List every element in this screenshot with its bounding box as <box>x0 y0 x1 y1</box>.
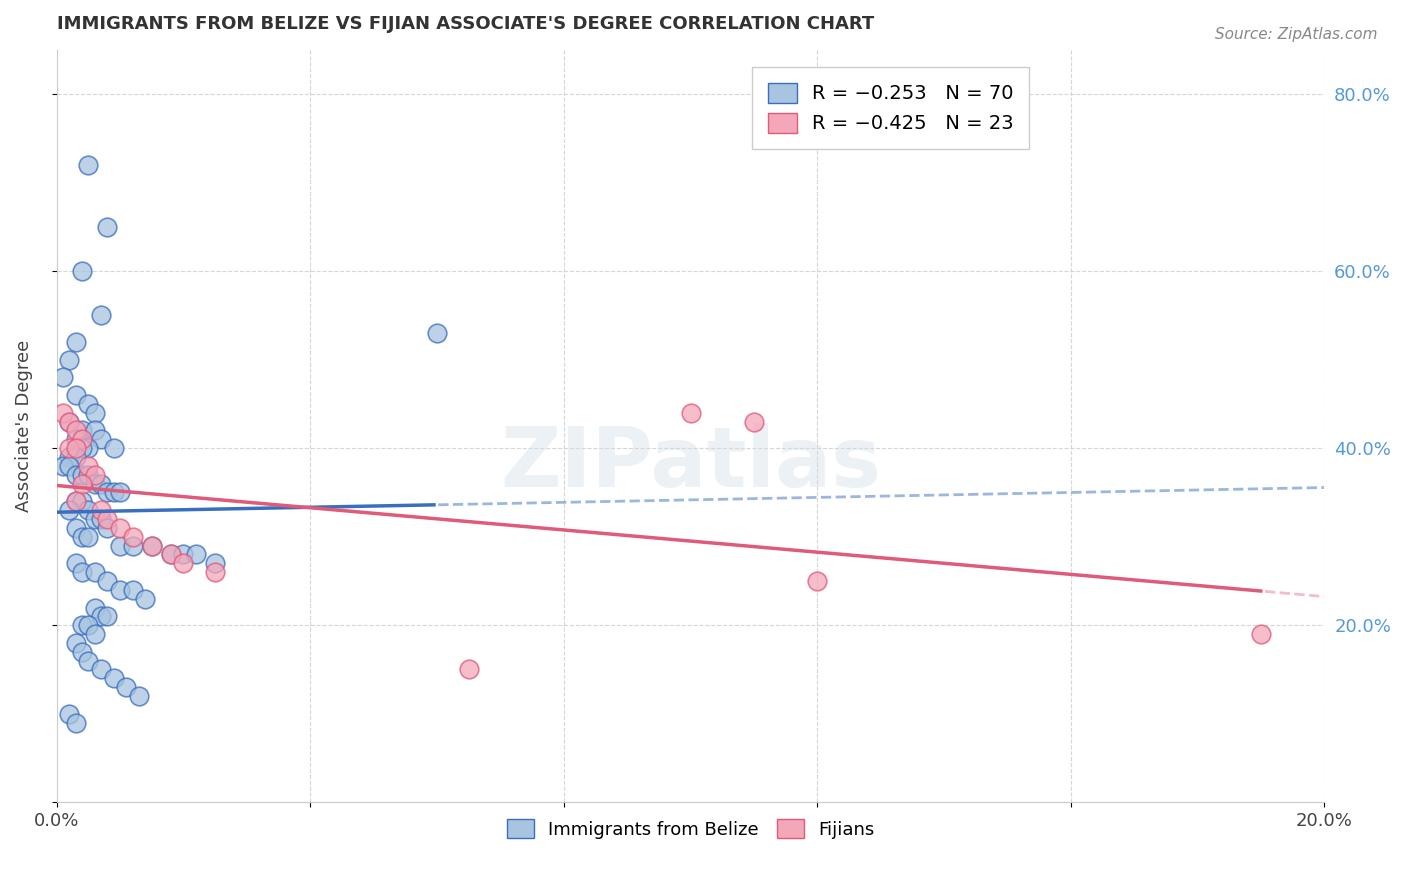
Point <box>457 663 479 677</box>
Point <box>70 476 93 491</box>
Point <box>58 450 80 464</box>
Point <box>172 556 194 570</box>
Point <box>65 494 87 508</box>
Point <box>58 503 80 517</box>
Point <box>108 521 131 535</box>
Point <box>70 565 93 579</box>
Text: ZIPatlas: ZIPatlas <box>501 423 882 504</box>
Point <box>70 530 93 544</box>
Point <box>70 264 93 278</box>
Point <box>65 494 87 508</box>
Point <box>90 663 112 677</box>
Point <box>70 441 93 455</box>
Point <box>70 618 93 632</box>
Point <box>65 467 87 482</box>
Point <box>115 680 138 694</box>
Point <box>159 548 181 562</box>
Point <box>83 512 105 526</box>
Legend: Immigrants from Belize, Fijians: Immigrants from Belize, Fijians <box>499 812 882 846</box>
Point <box>90 433 112 447</box>
Point <box>141 539 163 553</box>
Point <box>77 503 100 517</box>
Point <box>77 397 100 411</box>
Point <box>121 539 143 553</box>
Point <box>426 326 449 340</box>
Point <box>65 450 87 464</box>
Point <box>58 415 80 429</box>
Point <box>204 556 226 570</box>
Point <box>96 521 118 535</box>
Point <box>70 433 93 447</box>
Y-axis label: Associate's Degree: Associate's Degree <box>15 340 32 512</box>
Point <box>58 706 80 721</box>
Point <box>96 219 118 234</box>
Text: IMMIGRANTS FROM BELIZE VS FIJIAN ASSOCIATE'S DEGREE CORRELATION CHART: IMMIGRANTS FROM BELIZE VS FIJIAN ASSOCIA… <box>56 15 875 33</box>
Point <box>70 467 93 482</box>
Point <box>83 406 105 420</box>
Point <box>65 556 87 570</box>
Point <box>65 388 87 402</box>
Point <box>103 671 125 685</box>
Point <box>65 715 87 730</box>
Point <box>121 582 143 597</box>
Point <box>70 424 93 438</box>
Point <box>52 406 75 420</box>
Point <box>96 574 118 588</box>
Point <box>77 467 100 482</box>
Point <box>90 609 112 624</box>
Point <box>65 521 87 535</box>
Point <box>58 352 80 367</box>
Point <box>77 654 100 668</box>
Point <box>65 424 87 438</box>
Point <box>108 582 131 597</box>
Point <box>65 441 87 455</box>
Point <box>121 530 143 544</box>
Point <box>52 458 75 473</box>
Point <box>58 415 80 429</box>
Point <box>77 441 100 455</box>
Point <box>159 548 181 562</box>
Point <box>83 627 105 641</box>
Point <box>204 565 226 579</box>
Point <box>83 467 105 482</box>
Point <box>90 476 112 491</box>
Point <box>65 334 87 349</box>
Point <box>128 689 150 703</box>
Point <box>70 645 93 659</box>
Point <box>134 591 156 606</box>
Point <box>103 441 125 455</box>
Point <box>70 494 93 508</box>
Point <box>90 503 112 517</box>
Point <box>83 424 105 438</box>
Point <box>65 636 87 650</box>
Point <box>742 415 765 429</box>
Point <box>108 485 131 500</box>
Point <box>83 600 105 615</box>
Point <box>65 433 87 447</box>
Point <box>77 158 100 172</box>
Point <box>184 548 207 562</box>
Point <box>58 441 80 455</box>
Point <box>1250 627 1272 641</box>
Point <box>679 406 702 420</box>
Point <box>141 539 163 553</box>
Point <box>103 485 125 500</box>
Point <box>90 512 112 526</box>
Point <box>77 458 100 473</box>
Point <box>83 476 105 491</box>
Point <box>90 309 112 323</box>
Text: Source: ZipAtlas.com: Source: ZipAtlas.com <box>1215 27 1378 42</box>
Point <box>96 485 118 500</box>
Point <box>806 574 828 588</box>
Point <box>77 530 100 544</box>
Point <box>96 512 118 526</box>
Point <box>58 458 80 473</box>
Point <box>83 565 105 579</box>
Point <box>52 370 75 384</box>
Point <box>77 618 100 632</box>
Point <box>96 609 118 624</box>
Point <box>172 548 194 562</box>
Point <box>108 539 131 553</box>
